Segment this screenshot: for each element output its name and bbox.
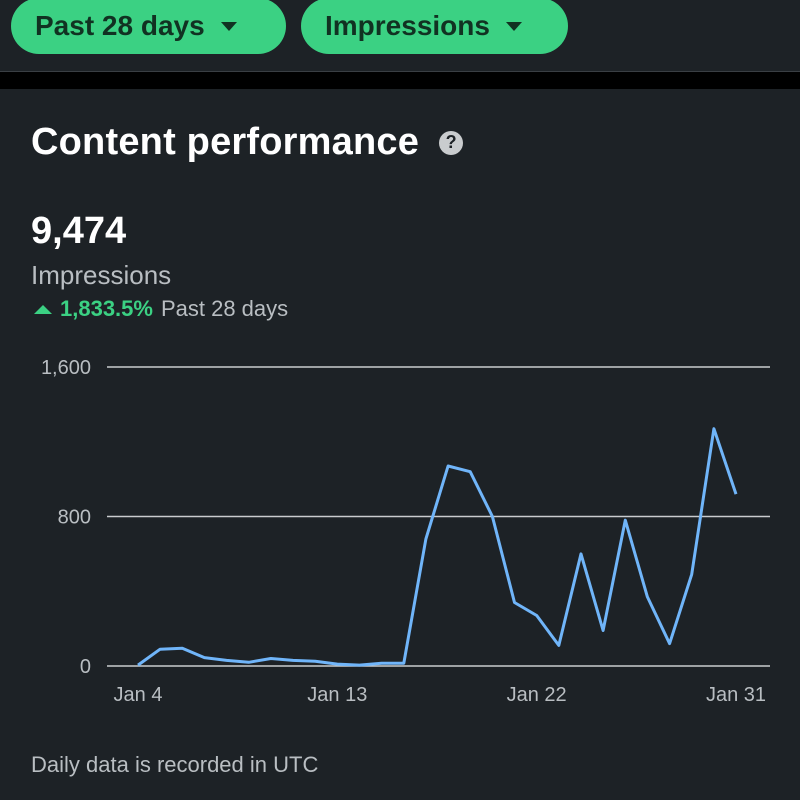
metric-name: Impressions bbox=[31, 260, 172, 290]
card-title: Content performance bbox=[31, 121, 420, 163]
chevron-down-icon bbox=[505, 21, 522, 31]
x-tick-label: Jan 22 bbox=[507, 684, 567, 706]
card-header: Content performance ? bbox=[31, 121, 464, 164]
date-range-dropdown[interactable]: Past 28 days bbox=[11, 0, 286, 54]
chevron-down-icon bbox=[220, 21, 237, 31]
help-icon[interactable]: ? bbox=[439, 130, 464, 155]
total-impressions-value: 9,474 bbox=[31, 210, 127, 252]
change-indicator: 1,833.5% Past 28 days bbox=[34, 296, 288, 322]
impressions-series-line bbox=[137, 427, 738, 667]
divider bbox=[0, 71, 800, 72]
filter-bar: Past 28 days Impressions bbox=[0, 0, 800, 72]
section-separator bbox=[0, 72, 800, 89]
arrow-up-icon bbox=[34, 304, 52, 314]
change-period: Past 28 days bbox=[160, 296, 289, 321]
metric-dropdown[interactable]: Impressions bbox=[301, 0, 568, 54]
y-tick-label: 0 bbox=[80, 656, 91, 678]
x-tick-label: Jan 13 bbox=[307, 684, 367, 706]
footer-note: Daily data is recorded in UTC bbox=[31, 752, 319, 777]
change-percentage: 1,833.5% bbox=[60, 296, 153, 321]
y-tick-label: 800 bbox=[58, 507, 91, 529]
x-tick-label: Jan 4 bbox=[114, 684, 163, 706]
y-tick-label: 1,600 bbox=[41, 357, 91, 379]
content-performance-card bbox=[0, 89, 800, 800]
metric-dropdown-label: Impressions bbox=[325, 10, 490, 41]
x-tick-label: Jan 31 bbox=[706, 684, 766, 706]
date-range-label: Past 28 days bbox=[35, 10, 205, 41]
impressions-line-chart: 0 800 1,600 Jan 4 Jan 13 Jan 22 Jan 31 bbox=[41, 357, 770, 706]
